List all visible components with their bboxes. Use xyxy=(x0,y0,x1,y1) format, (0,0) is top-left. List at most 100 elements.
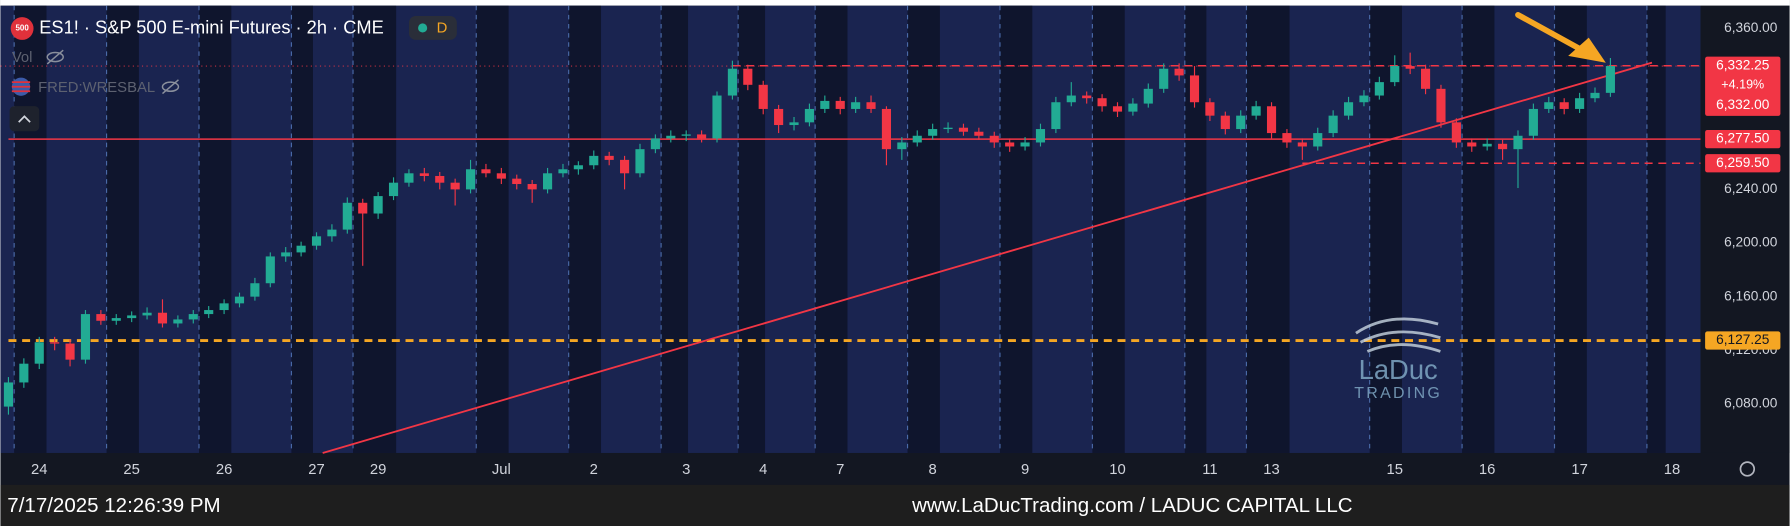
candle-body xyxy=(1374,82,1384,96)
price-label-box xyxy=(1705,154,1781,173)
candle-body xyxy=(481,169,491,174)
candle-body xyxy=(1575,98,1585,109)
market-open-dot xyxy=(418,23,428,33)
candle-body xyxy=(465,169,476,190)
candle-body xyxy=(758,84,768,109)
x-tick-label: 9 xyxy=(1021,462,1029,478)
plot-area xyxy=(0,5,1701,453)
session-band xyxy=(1646,5,1666,453)
x-tick-label: 13 xyxy=(1263,462,1280,478)
status-pill[interactable] xyxy=(408,15,457,40)
candle-body xyxy=(558,169,568,174)
candle-body xyxy=(1436,88,1446,123)
session-band xyxy=(815,5,848,453)
x-tick-label: 26 xyxy=(216,462,233,478)
candle-body xyxy=(897,142,907,150)
x-tick-label: 8 xyxy=(929,462,937,478)
x-tick-label: 15 xyxy=(1387,462,1404,478)
candle-body xyxy=(1359,95,1369,103)
indicator-label: Vol xyxy=(12,50,33,66)
candle-body xyxy=(1159,68,1169,89)
candle-body xyxy=(851,102,861,109)
candle-body xyxy=(789,122,799,126)
watermark-text: LaDuc xyxy=(1359,354,1438,385)
x-tick-label: 25 xyxy=(123,462,140,478)
price-label: 6,127.25 xyxy=(1716,332,1770,347)
candle-body xyxy=(188,314,198,320)
candle-body xyxy=(1205,102,1215,116)
candle-body xyxy=(681,134,691,136)
candle-body xyxy=(912,135,922,143)
candle-body xyxy=(635,149,645,174)
candle-body xyxy=(774,108,784,126)
candle-body xyxy=(1343,102,1354,116)
candle-body xyxy=(265,256,275,284)
candle-body xyxy=(666,135,676,139)
watermark-logo xyxy=(1355,317,1441,353)
candle-body xyxy=(727,68,737,96)
candle-body xyxy=(620,159,630,174)
candle-body xyxy=(157,312,168,324)
candle-body xyxy=(1051,102,1061,130)
candle-body xyxy=(573,165,583,170)
price-label: 6,277.50 xyxy=(1716,131,1770,146)
candle-body xyxy=(496,173,506,179)
x-tick-label: 7 xyxy=(836,462,844,478)
session-band xyxy=(106,5,139,453)
watermark-text: TRADING xyxy=(1354,385,1442,402)
settings-icon[interactable] xyxy=(1739,461,1756,477)
resolution-badge: D xyxy=(437,20,448,36)
candle-body xyxy=(1482,143,1492,147)
candle-body xyxy=(1220,115,1230,130)
candle-body xyxy=(342,202,352,230)
candle-body xyxy=(1189,75,1200,103)
candle-body xyxy=(527,184,537,190)
candle-body xyxy=(3,382,14,407)
candle-body xyxy=(1421,68,1431,89)
candle-body xyxy=(743,68,753,85)
candle-body xyxy=(173,319,183,324)
candle-body xyxy=(1066,95,1076,103)
candle-body xyxy=(697,134,707,139)
candle-body xyxy=(19,363,29,383)
candle-body xyxy=(958,127,969,132)
candle-body xyxy=(881,108,892,150)
candle-body xyxy=(1467,142,1477,147)
flag-stripes xyxy=(11,81,31,93)
candle-body xyxy=(1605,66,1615,93)
plot xyxy=(0,52,1701,454)
candle-body xyxy=(204,310,214,315)
x-tick-label: 11 xyxy=(1202,462,1217,478)
candle-body xyxy=(820,100,830,109)
candle-body xyxy=(989,135,999,143)
timestamp: 7/17/2025 12:26:39 PM xyxy=(7,494,220,517)
candle-body xyxy=(1313,133,1323,147)
candle-body xyxy=(96,314,106,321)
session-band xyxy=(1246,5,1290,453)
candle-body xyxy=(373,196,383,214)
session-band xyxy=(568,5,602,453)
y-tick-label: 6,360.00 xyxy=(1724,20,1778,35)
candle-body xyxy=(512,178,522,185)
chevron xyxy=(18,115,31,123)
credit: www.LaDucTrading.com / LADUC CAPITAL LLC xyxy=(911,494,1353,517)
collapse-button[interactable] xyxy=(9,106,40,132)
candle-body xyxy=(65,343,75,360)
x-tick-label: 10 xyxy=(1109,462,1126,478)
x-tick-label: 27 xyxy=(308,462,325,478)
session-band xyxy=(353,5,397,453)
candle-body xyxy=(250,283,260,297)
candle-body xyxy=(928,129,938,136)
candle-body xyxy=(111,318,121,321)
session-band xyxy=(661,5,689,453)
candle-body xyxy=(281,252,291,257)
candle-body xyxy=(1405,66,1415,69)
candle-body xyxy=(1097,98,1107,107)
session-band xyxy=(291,5,313,453)
session-band xyxy=(14,5,47,453)
hide-icon[interactable] xyxy=(46,49,64,65)
hide-icon[interactable] xyxy=(161,79,180,95)
candle-body xyxy=(1390,66,1400,83)
session-band xyxy=(476,5,509,453)
